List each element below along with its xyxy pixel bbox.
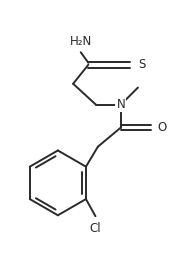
Text: S: S <box>138 58 145 71</box>
Text: H₂N: H₂N <box>70 34 92 48</box>
Text: N: N <box>116 98 125 111</box>
Text: O: O <box>157 121 166 134</box>
Text: Cl: Cl <box>90 222 101 235</box>
